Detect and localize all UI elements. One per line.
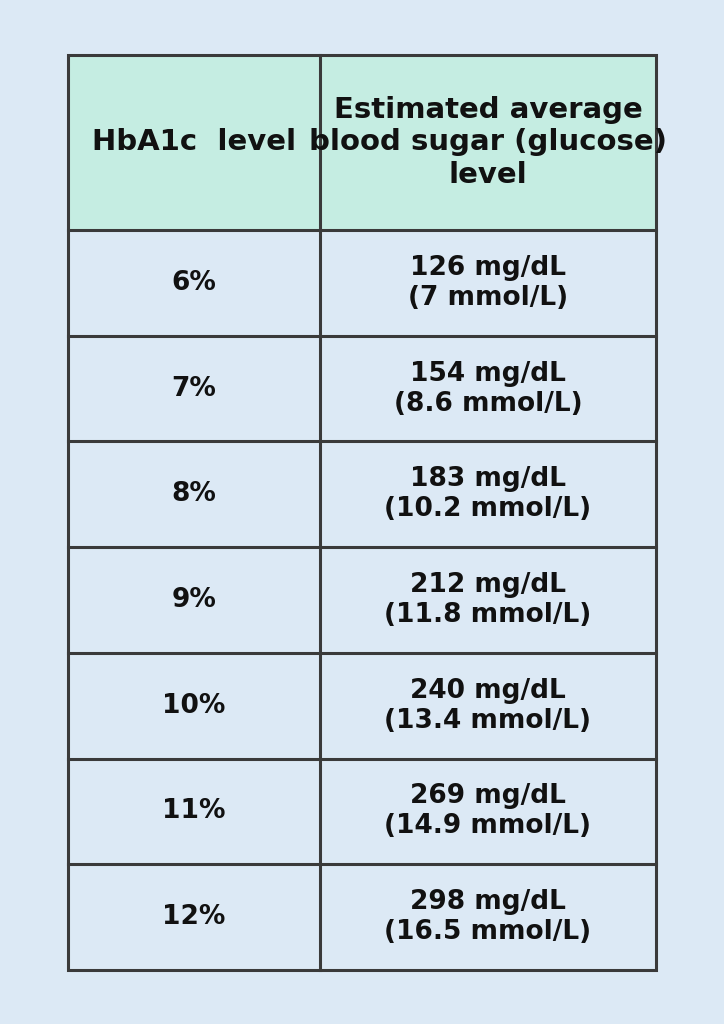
Bar	[68, 55, 656, 970]
Text: 183 mg/dL
(10.2 mmol/L): 183 mg/dL (10.2 mmol/L)	[384, 466, 592, 522]
Text: 7%: 7%	[172, 376, 216, 401]
Text: 11%: 11%	[162, 799, 226, 824]
Text: 298 mg/dL
(16.5 mmol/L): 298 mg/dL (16.5 mmol/L)	[384, 889, 592, 945]
Text: HbA1c  level: HbA1c level	[92, 128, 296, 157]
Text: 212 mg/dL
(11.8 mmol/L): 212 mg/dL (11.8 mmol/L)	[384, 572, 592, 628]
Bar	[68, 55, 656, 230]
Text: 154 mg/dL
(8.6 mmol/L): 154 mg/dL (8.6 mmol/L)	[394, 360, 582, 417]
Text: 10%: 10%	[162, 692, 226, 719]
Text: Estimated average
blood sugar (glucose)
level: Estimated average blood sugar (glucose) …	[309, 96, 667, 188]
Text: 9%: 9%	[172, 587, 216, 613]
Text: 240 mg/dL
(13.4 mmol/L): 240 mg/dL (13.4 mmol/L)	[384, 678, 592, 734]
Text: 8%: 8%	[172, 481, 216, 507]
Text: 126 mg/dL
(7 mmol/L): 126 mg/dL (7 mmol/L)	[408, 255, 568, 311]
Bar	[68, 230, 656, 970]
Text: 269 mg/dL
(14.9 mmol/L): 269 mg/dL (14.9 mmol/L)	[384, 783, 592, 840]
Text: 6%: 6%	[172, 270, 216, 296]
Text: 12%: 12%	[162, 904, 226, 930]
